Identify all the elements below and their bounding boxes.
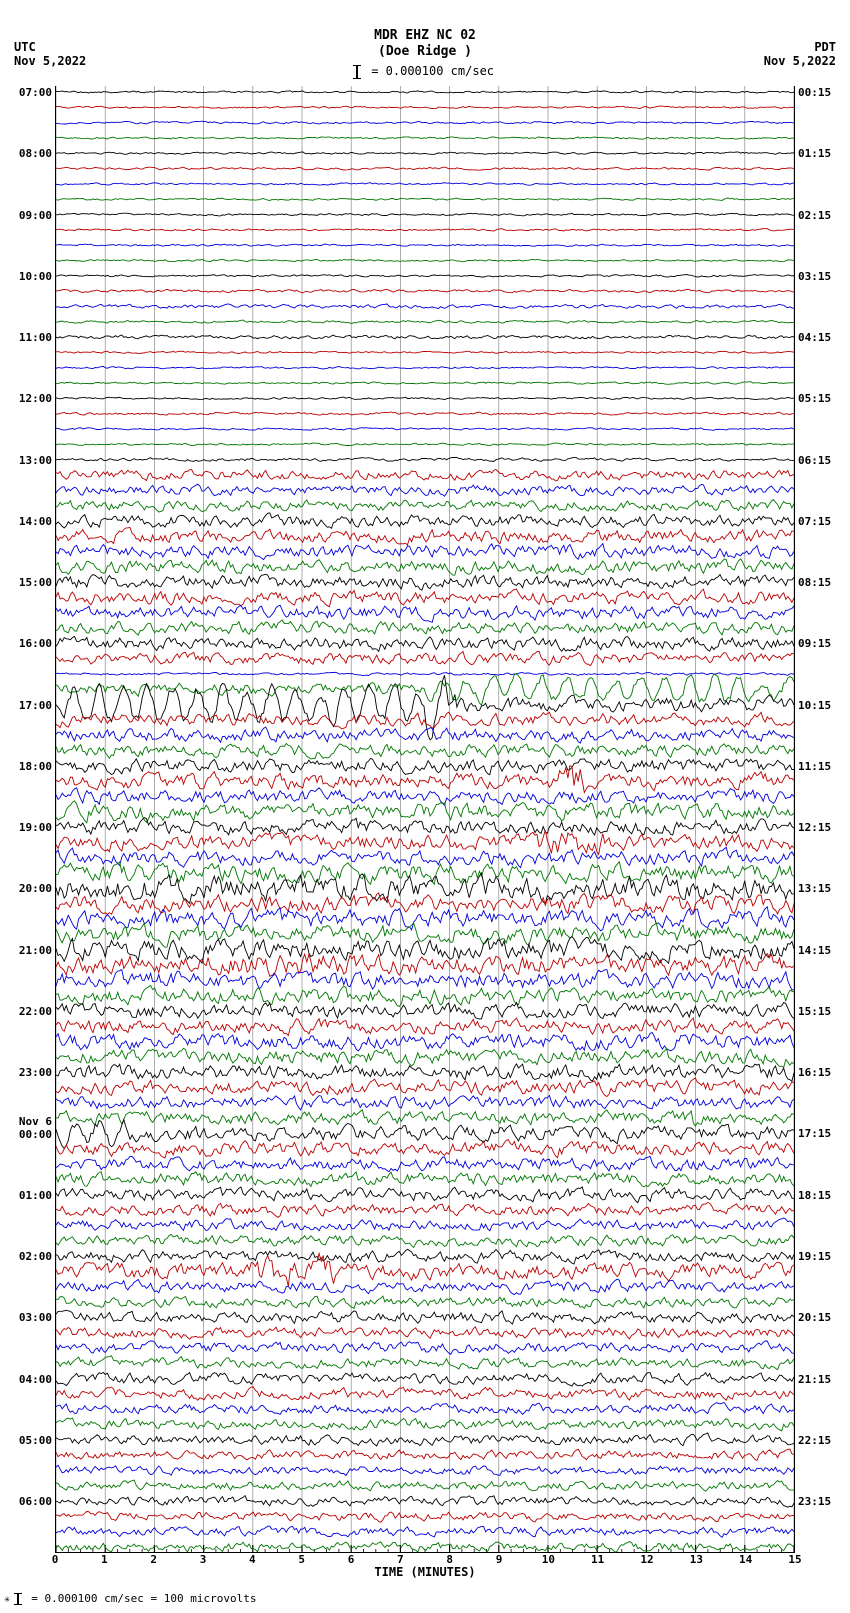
pdt-time-label: 17:15 [798, 1127, 842, 1140]
utc-time-label: 13:00 [8, 454, 52, 467]
utc-time-label: 18:00 [8, 760, 52, 773]
pdt-time-label: 23:15 [798, 1495, 842, 1508]
pdt-time-label: 12:15 [798, 821, 842, 834]
scale-bar-icon [356, 65, 358, 79]
utc-time-label: 10:00 [8, 270, 52, 283]
utc-time-label: 06:00 [8, 1495, 52, 1508]
xaxis-ticks: 0123456789101112131415 [55, 1553, 795, 1565]
pdt-time-label: 11:15 [798, 760, 842, 773]
utc-time-label: 22:00 [8, 1005, 52, 1018]
pdt-time-label: 18:15 [798, 1189, 842, 1202]
xaxis-label: TIME (MINUTES) [0, 1565, 850, 1579]
pdt-time-label: 02:15 [798, 209, 842, 222]
utc-time-label: 23:00 [8, 1066, 52, 1079]
pdt-time-label: 15:15 [798, 1005, 842, 1018]
station-line2: (Doe Ridge ) [0, 44, 850, 60]
utc-time-label: 05:00 [8, 1434, 52, 1447]
station-line1: MDR EHZ NC 02 [0, 28, 850, 44]
utc-time-label: 20:00 [8, 882, 52, 895]
pdt-time-label: 13:15 [798, 882, 842, 895]
header: MDR EHZ NC 02 (Doe Ridge ) [0, 28, 850, 59]
pdt-time-label: 00:15 [798, 86, 842, 99]
utc-time-label: 11:00 [8, 331, 52, 344]
utc-time-label: 03:00 [8, 1311, 52, 1324]
utc-time-label: 16:00 [8, 637, 52, 650]
pdt-time-label: 05:15 [798, 392, 842, 405]
footer-text: = 0.000100 cm/sec = 100 microvolts [25, 1592, 257, 1605]
utc-time-label: 17:00 [8, 699, 52, 712]
scale-note: = 0.000100 cm/sec [0, 64, 850, 79]
pdt-time-label: 09:15 [798, 637, 842, 650]
pdt-time-label: 20:15 [798, 1311, 842, 1324]
scale-text: = 0.000100 cm/sec [364, 64, 494, 78]
pdt-time-label: 03:15 [798, 270, 842, 283]
pdt-time-label: 19:15 [798, 1250, 842, 1263]
pdt-time-label: 08:15 [798, 576, 842, 589]
utc-time-label: 01:00 [8, 1189, 52, 1202]
pdt-time-label: 22:15 [798, 1434, 842, 1447]
utc-time-label: 12:00 [8, 392, 52, 405]
pdt-time-label: 01:15 [798, 147, 842, 160]
pdt-time-label: 10:15 [798, 699, 842, 712]
utc-time-label: 02:00 [8, 1250, 52, 1263]
utc-time-label: 07:00 [8, 86, 52, 99]
seismogram-plot [55, 86, 795, 1553]
footer-note: ✳ = 0.000100 cm/sec = 100 microvolts [4, 1592, 256, 1605]
utc-time-label: 14:00 [8, 515, 52, 528]
pdt-time-label: 16:15 [798, 1066, 842, 1079]
utc-time-label: Nov 600:00 [8, 1115, 52, 1141]
utc-time-label: 19:00 [8, 821, 52, 834]
pdt-time-label: 21:15 [798, 1373, 842, 1386]
pdt-time-label: 06:15 [798, 454, 842, 467]
utc-time-label: 21:00 [8, 944, 52, 957]
pdt-time-label: 07:15 [798, 515, 842, 528]
utc-time-label: 09:00 [8, 209, 52, 222]
pdt-time-label: 14:15 [798, 944, 842, 957]
utc-time-label: 15:00 [8, 576, 52, 589]
utc-time-label: 04:00 [8, 1373, 52, 1386]
utc-time-label: 08:00 [8, 147, 52, 160]
pdt-time-label: 04:15 [798, 331, 842, 344]
footer-scale-bar-icon [17, 1593, 19, 1605]
seismogram-svg [56, 86, 794, 1553]
